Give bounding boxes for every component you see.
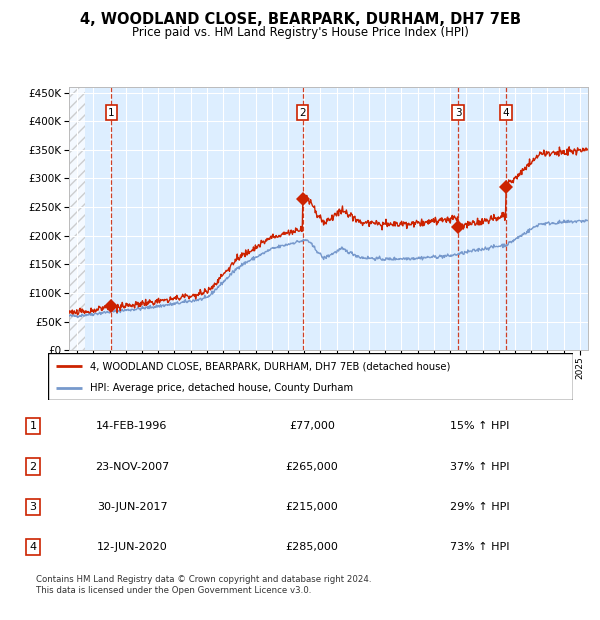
Text: 23-NOV-2007: 23-NOV-2007	[95, 461, 169, 472]
Text: 14-FEB-1996: 14-FEB-1996	[97, 421, 167, 432]
Text: 30-JUN-2017: 30-JUN-2017	[97, 502, 167, 512]
Text: 37% ↑ HPI: 37% ↑ HPI	[450, 461, 509, 472]
Text: £77,000: £77,000	[289, 421, 335, 432]
FancyBboxPatch shape	[48, 353, 573, 400]
Text: 73% ↑ HPI: 73% ↑ HPI	[450, 542, 509, 552]
Text: £285,000: £285,000	[286, 542, 338, 552]
Text: 2: 2	[299, 108, 306, 118]
Text: 4: 4	[503, 108, 509, 118]
Text: 2: 2	[29, 461, 37, 472]
Text: 3: 3	[455, 108, 461, 118]
Text: Price paid vs. HM Land Registry's House Price Index (HPI): Price paid vs. HM Land Registry's House …	[131, 26, 469, 39]
Text: 4, WOODLAND CLOSE, BEARPARK, DURHAM, DH7 7EB: 4, WOODLAND CLOSE, BEARPARK, DURHAM, DH7…	[79, 12, 521, 27]
Text: 1: 1	[108, 108, 115, 118]
Text: £265,000: £265,000	[286, 461, 338, 472]
Text: 12-JUN-2020: 12-JUN-2020	[97, 542, 167, 552]
Text: This data is licensed under the Open Government Licence v3.0.: This data is licensed under the Open Gov…	[36, 586, 311, 595]
Text: Contains HM Land Registry data © Crown copyright and database right 2024.: Contains HM Land Registry data © Crown c…	[36, 575, 371, 585]
Text: 1: 1	[29, 421, 37, 432]
Text: HPI: Average price, detached house, County Durham: HPI: Average price, detached house, Coun…	[90, 383, 353, 393]
Text: 4: 4	[29, 542, 37, 552]
Text: £215,000: £215,000	[286, 502, 338, 512]
Text: 15% ↑ HPI: 15% ↑ HPI	[450, 421, 509, 432]
Text: 3: 3	[29, 502, 37, 512]
Text: 29% ↑ HPI: 29% ↑ HPI	[450, 502, 509, 512]
Text: 4, WOODLAND CLOSE, BEARPARK, DURHAM, DH7 7EB (detached house): 4, WOODLAND CLOSE, BEARPARK, DURHAM, DH7…	[90, 361, 451, 371]
